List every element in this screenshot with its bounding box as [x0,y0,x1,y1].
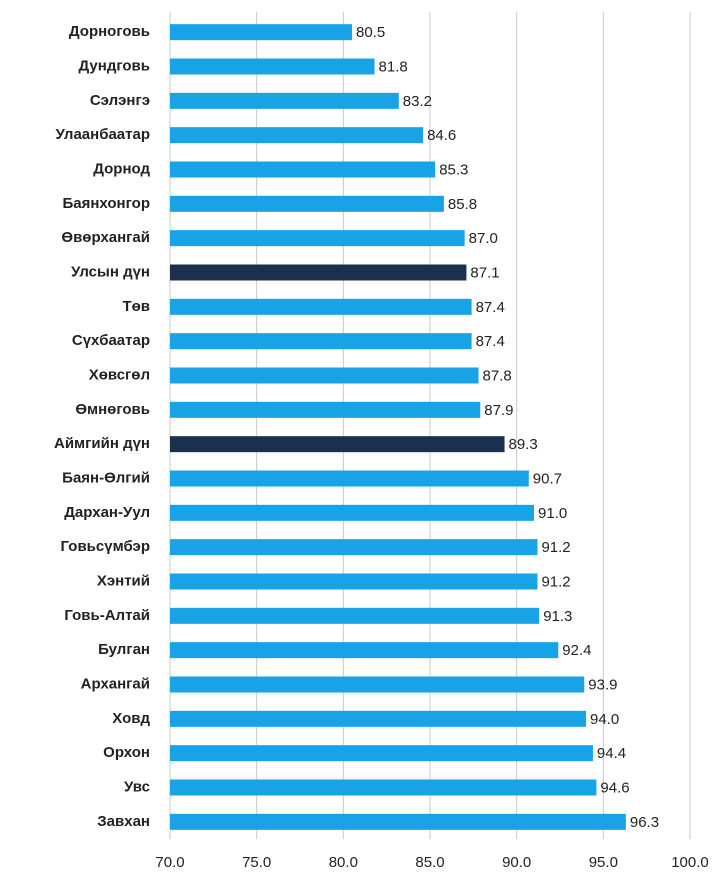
bar [170,401,481,418]
x-tick-label: 100.0 [671,854,709,871]
bar [170,710,586,727]
bar [170,264,467,281]
bar [170,539,538,556]
bar [170,367,479,384]
bar [170,195,444,212]
y-tick-label: Дорноговь [69,23,150,40]
bar [170,333,472,350]
bar [170,58,375,75]
value-label: 94.4 [597,745,626,762]
y-tick-label: Өмнөговь [75,401,150,418]
y-tick-label: Говь-Алтай [64,607,150,624]
value-label: 90.7 [533,470,562,487]
value-label: 93.9 [588,676,617,693]
bar [170,24,352,41]
y-tick-label: Увс [124,778,150,795]
value-label: 94.0 [590,711,619,728]
y-tick-label: Говьсүмбэр [61,538,150,555]
value-label: 92.4 [562,642,591,659]
y-tick-label: Завхан [97,813,150,830]
bar [170,230,465,247]
x-tick-label: 85.0 [415,854,444,871]
y-tick-label: Дундговь [79,57,150,74]
bar [170,298,472,315]
x-tick-label: 80.0 [329,854,358,871]
value-label: 87.4 [476,333,505,350]
x-tick-label: 95.0 [589,854,618,871]
value-label: 80.5 [356,24,385,41]
bar [170,607,540,624]
value-label: 87.0 [469,230,498,247]
y-tick-label: Хөвсгөл [89,366,150,383]
value-label: 83.2 [403,93,432,110]
y-tick-label: Ховд [112,710,150,727]
value-label: 91.3 [543,608,572,625]
value-label: 87.1 [470,264,499,281]
value-label: 87.9 [484,402,513,419]
value-label: 85.8 [448,196,477,213]
value-label: 94.6 [600,779,629,796]
value-label: 87.4 [476,299,505,316]
x-tick-label: 75.0 [242,854,271,871]
y-tick-label: Хэнтий [97,572,150,589]
value-label: 91.2 [541,539,570,556]
bar [170,470,529,487]
y-tick-label: Дархан-Уул [64,504,150,521]
y-tick-label: Баянхонгор [62,195,150,212]
bar [170,745,593,762]
bar [170,676,585,693]
bar [170,504,534,521]
value-label: 81.8 [379,58,408,75]
y-tick-label: Дорнод [93,160,150,177]
y-tick-label: Сүхбаатар [72,332,150,349]
value-label: 91.2 [541,573,570,590]
y-tick-label: Аймгийн дүн [54,435,150,452]
bar [170,127,424,144]
bar [170,161,436,178]
value-label: 85.3 [439,161,468,178]
y-tick-label: Өвөрхангай [61,229,150,246]
bar [170,813,626,830]
y-tick-label: Улсын дүн [71,263,150,280]
bar [170,92,399,109]
bar [170,436,505,453]
y-tick-label: Булган [98,641,150,658]
y-tick-label: Архангай [81,675,150,692]
x-tick-label: 90.0 [502,854,531,871]
y-tick-label: Орхон [103,744,150,761]
bar [170,642,559,659]
y-tick-label: Баян-Өлгий [62,469,150,486]
y-tick-label: Сэлэнгэ [90,92,150,109]
value-label: 87.8 [483,367,512,384]
y-tick-label: Улаанбаатар [56,126,150,143]
value-label: 89.3 [509,436,538,453]
bar [170,573,538,590]
y-tick-label: Төв [122,298,150,315]
value-label: 96.3 [630,814,659,831]
value-label: 91.0 [538,505,567,522]
bar [170,779,597,796]
value-label: 84.6 [427,127,456,144]
x-tick-label: 70.0 [155,854,184,871]
